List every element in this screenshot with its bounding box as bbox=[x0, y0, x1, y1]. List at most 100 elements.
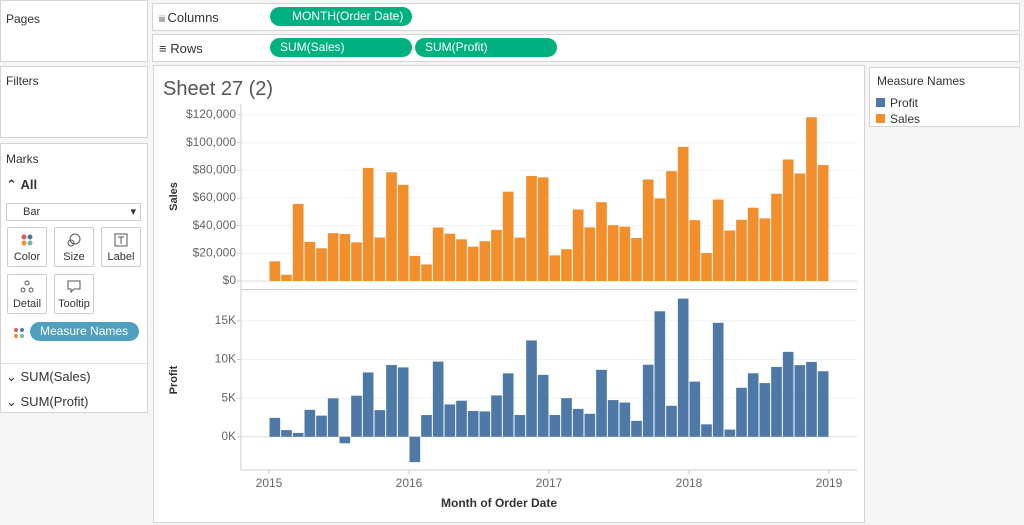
bar bbox=[491, 229, 502, 281]
bar bbox=[351, 395, 362, 437]
detail-button[interactable]: Detail bbox=[7, 274, 47, 314]
legend: Measure Names Profit Sales bbox=[869, 67, 1020, 127]
y-tick-label: 15K bbox=[215, 313, 236, 327]
marks-all[interactable]: ⌃ All bbox=[6, 177, 37, 193]
bar bbox=[771, 193, 782, 281]
bar bbox=[607, 400, 619, 437]
bar bbox=[607, 225, 619, 281]
bar bbox=[701, 424, 712, 437]
bar bbox=[689, 220, 701, 281]
bar bbox=[654, 311, 666, 437]
button-label: Color bbox=[13, 251, 41, 263]
legend-label: Profit bbox=[890, 96, 919, 110]
bar bbox=[292, 432, 304, 437]
bar bbox=[666, 405, 677, 437]
icon bbox=[21, 234, 33, 246]
bar bbox=[444, 404, 456, 437]
bar bbox=[561, 249, 572, 281]
icon: ≡ bbox=[159, 41, 171, 56]
bar bbox=[304, 409, 316, 437]
legend-item[interactable]: Sales bbox=[876, 111, 920, 127]
rows-pill[interactable]: SUM(Profit) bbox=[415, 38, 557, 57]
bar bbox=[654, 198, 666, 281]
y-tick-label: $20,000 bbox=[193, 245, 237, 259]
bar bbox=[771, 366, 782, 437]
rows-label: Rows bbox=[170, 41, 203, 56]
bar bbox=[491, 395, 502, 437]
bar bbox=[362, 167, 374, 281]
bar bbox=[537, 374, 549, 437]
bar bbox=[386, 364, 397, 437]
divider bbox=[1, 363, 147, 364]
measure-label: SUM(Sales) bbox=[20, 369, 91, 384]
bar bbox=[397, 184, 409, 281]
legend-title: Measure Names bbox=[877, 74, 966, 88]
columns-label: Columns bbox=[167, 10, 219, 25]
sheet-title: Sheet 27 (2) bbox=[163, 78, 274, 100]
y-tick-label: 0K bbox=[221, 429, 236, 443]
bar bbox=[596, 369, 607, 437]
bar bbox=[666, 171, 677, 281]
button-label: Size bbox=[63, 251, 85, 263]
bar bbox=[421, 415, 432, 437]
bar bbox=[537, 177, 549, 281]
icon bbox=[67, 280, 81, 294]
bar bbox=[817, 165, 829, 281]
x-tick-label: 2017 bbox=[536, 476, 563, 490]
bar bbox=[736, 387, 747, 437]
y-axis-title: Sales bbox=[168, 182, 180, 211]
bar bbox=[759, 383, 771, 437]
label-button[interactable]: Label bbox=[101, 227, 141, 267]
bar bbox=[584, 413, 596, 437]
bar bbox=[362, 372, 374, 437]
bar bbox=[374, 237, 386, 281]
bar bbox=[572, 209, 584, 281]
rows-pill[interactable]: SUM(Sales) bbox=[270, 38, 412, 57]
filters-title: Filters bbox=[6, 74, 39, 88]
color-pill[interactable]: Measure Names bbox=[30, 322, 139, 341]
bar bbox=[316, 248, 327, 281]
bar bbox=[467, 246, 479, 281]
bar bbox=[572, 408, 584, 437]
bar bbox=[339, 234, 351, 281]
bar bbox=[759, 218, 771, 281]
icon bbox=[114, 233, 128, 247]
button-label: Label bbox=[107, 251, 135, 263]
bar bbox=[642, 179, 654, 281]
bar bbox=[526, 340, 537, 437]
bar bbox=[316, 415, 327, 437]
bar bbox=[502, 191, 514, 281]
bar bbox=[479, 411, 491, 437]
bar bbox=[502, 373, 514, 437]
bar bbox=[677, 298, 689, 437]
legend-item[interactable]: Profit bbox=[876, 95, 920, 111]
bar bbox=[479, 241, 491, 281]
bar bbox=[677, 146, 689, 281]
measure-row[interactable]: ⌄ SUM(Sales) bbox=[6, 369, 91, 385]
bar bbox=[514, 237, 526, 281]
measure-row[interactable]: ⌄ SUM(Profit) bbox=[6, 394, 88, 410]
button-label: Detail bbox=[12, 298, 42, 310]
bar bbox=[549, 255, 561, 281]
color-button[interactable]: Color bbox=[7, 227, 47, 267]
size-button[interactable]: Size bbox=[54, 227, 94, 267]
legend-swatch bbox=[876, 114, 885, 123]
legend-swatch bbox=[876, 98, 885, 107]
bar bbox=[292, 203, 304, 281]
measure-label: SUM(Profit) bbox=[20, 394, 89, 409]
bar bbox=[584, 227, 596, 281]
bar bbox=[327, 398, 339, 437]
mark-type-dropdown[interactable]: Bar ▾ bbox=[6, 203, 141, 221]
shelf-label: ≡ Rows bbox=[159, 41, 203, 56]
columns-pill[interactable]: MONTH(Order Date) bbox=[270, 7, 412, 26]
tooltip-button[interactable]: Tooltip bbox=[54, 274, 94, 314]
bar bbox=[467, 411, 479, 437]
pages-title: Pages bbox=[6, 12, 41, 26]
sheet: Sheet 27 (2) bbox=[153, 65, 865, 523]
x-tick-label: 2018 bbox=[676, 476, 703, 490]
bar bbox=[549, 414, 561, 437]
bar bbox=[596, 202, 607, 281]
bar bbox=[386, 172, 397, 281]
bar bbox=[421, 264, 432, 281]
